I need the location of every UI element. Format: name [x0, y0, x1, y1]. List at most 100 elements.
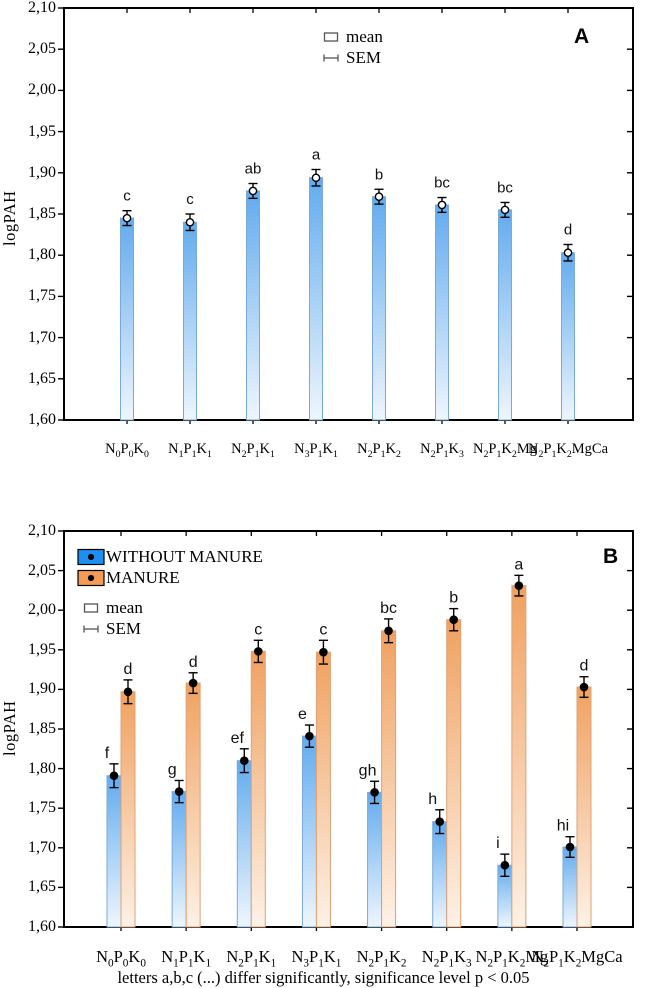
bar [381, 630, 397, 928]
x-category-label: N1P1K1 [161, 947, 212, 970]
bar [432, 821, 448, 928]
panel-a: c c ab a b bc bc d logPAH A mean SEM 2,10 2,05 2,… [0, 0, 647, 492]
mean-marker [565, 842, 575, 852]
x-category-label: N2P1K1 [226, 947, 277, 970]
legend-item-sem: SEM [76, 618, 263, 639]
y-tick-label: 1,85 [28, 205, 56, 222]
mean-marker [370, 788, 379, 797]
bar [301, 735, 317, 928]
significance-letter: c [254, 621, 262, 638]
significance-letter: b [375, 166, 383, 183]
bar [120, 217, 134, 421]
significance-letter: d [564, 221, 572, 238]
bar [315, 651, 331, 928]
y-tick-label: 1,85 [28, 720, 56, 737]
x-category-label: N2P1K2Mg [473, 441, 537, 460]
bar [309, 177, 323, 421]
mean-marker [514, 581, 524, 590]
mean-marker [109, 771, 119, 781]
y-tick-label: 2,00 [28, 601, 56, 619]
x-category-label: N2P1K2MgCa [531, 947, 623, 970]
significance-letter: h [428, 791, 437, 808]
mean-marker [319, 647, 328, 657]
mean-marker [384, 626, 393, 636]
legend-label: MANURE [106, 567, 180, 587]
mean-marker [435, 817, 445, 826]
x-category-label: N2P1K2 [357, 441, 401, 460]
y-tick-label: 1,70 [28, 328, 56, 346]
panel-label-b: B [603, 545, 619, 568]
y-tick-label: 1,60 [28, 411, 56, 428]
significance-letter: g [168, 761, 177, 778]
legend-a: mean SEM [316, 26, 383, 68]
bar [446, 619, 462, 928]
y-tick-label: 1,65 [28, 878, 56, 896]
mean-marker [188, 678, 198, 688]
significance-letter: ef [231, 730, 245, 747]
x-category-label: N2P1K1 [231, 441, 275, 460]
legend-item-sem: SEM [316, 47, 383, 68]
significance-letter: d [580, 658, 589, 675]
mean-marker [563, 248, 573, 258]
bar [246, 190, 260, 421]
legend-item-manure: MANURE [76, 567, 263, 588]
bar [576, 686, 592, 928]
legend-label: SEM [346, 47, 381, 67]
y-tick-label: 1,90 [28, 680, 56, 698]
significance-letter: f [105, 745, 110, 762]
legend-label: SEM [106, 618, 141, 638]
bar [106, 775, 122, 928]
bar [511, 585, 527, 928]
mean-symbol-icon [316, 31, 346, 43]
y-tick-label: 1,60 [28, 918, 56, 935]
mean-symbol-icon [76, 602, 106, 614]
y-tick-label: 1,65 [28, 369, 56, 387]
mean-marker [305, 731, 314, 741]
bar [367, 791, 383, 928]
manure-swatch-icon [76, 569, 106, 587]
mean-marker [174, 787, 184, 796]
mean-marker [253, 647, 263, 656]
bar [183, 221, 197, 421]
significance-letter: bc [434, 175, 450, 192]
bar [185, 682, 201, 928]
significance-letter: b [449, 590, 458, 607]
mean-marker [579, 682, 589, 692]
significance-letter: a [312, 147, 321, 164]
y-tick-label: 2,05 [28, 561, 56, 579]
significance-letter: hi [557, 818, 569, 835]
significance-letter: i [496, 835, 500, 852]
y-tick-label: 2,00 [28, 81, 56, 99]
x-category-label: N3P1K1 [291, 947, 342, 970]
legend-item-without-manure: WITHOUT MANURE [76, 546, 263, 567]
significance-letter: d [124, 661, 133, 678]
x-category-label: N3P1K1 [294, 441, 338, 460]
mean-marker [311, 173, 321, 183]
y-tick-label: 1,75 [28, 287, 56, 305]
x-category-label: N2P1K2MgCa [527, 441, 609, 460]
significance-letter: bc [380, 600, 397, 617]
mean-marker [437, 200, 447, 210]
bar [372, 196, 386, 421]
legend-label: WITHOUT MANURE [106, 546, 263, 566]
x-category-label: N2P1K2 [356, 947, 407, 970]
significance-letter: d [189, 654, 198, 671]
significance-letter: e [298, 706, 307, 723]
mean-marker [374, 192, 384, 201]
y-tick-label: 1,80 [28, 759, 56, 777]
significance-letter: a [514, 556, 523, 573]
mean-marker [239, 756, 249, 765]
legend-label: mean [346, 26, 383, 46]
sem-symbol-icon [316, 52, 346, 64]
bar [435, 204, 449, 421]
x-category-label: N1P1K1 [168, 441, 212, 460]
bar [171, 791, 187, 928]
y-tick-label: 2,10 [28, 522, 56, 539]
y-tick-label: 1,75 [28, 799, 56, 817]
sem-symbol-icon [76, 623, 106, 635]
mean-marker [449, 615, 459, 625]
legend-b: WITHOUT MANURE MANURE mean SEM [76, 546, 263, 639]
plot-frame [63, 7, 634, 421]
significance-letter: c [123, 188, 131, 205]
